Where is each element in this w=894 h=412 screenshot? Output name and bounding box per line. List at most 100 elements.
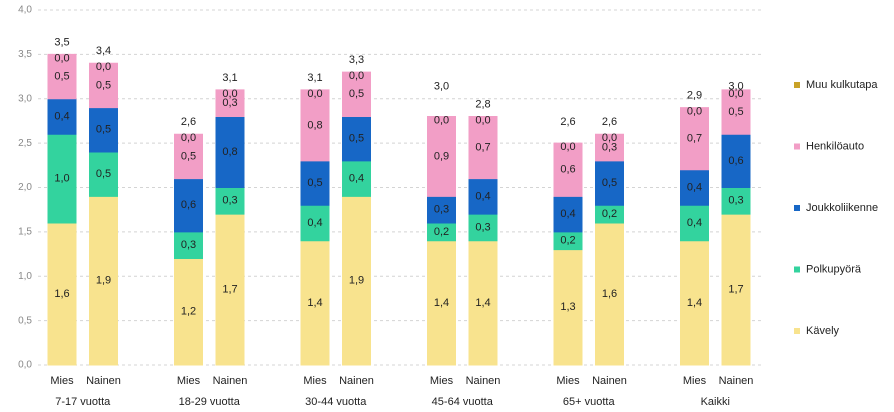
data-label: 0,3 — [475, 221, 490, 233]
data-label: 0,5 — [728, 106, 743, 118]
bar-segment — [215, 89, 245, 117]
data-label: 0,0 — [307, 88, 322, 100]
legend-swatch — [794, 205, 800, 211]
bar-segment — [553, 195, 583, 233]
bar-segment — [342, 160, 371, 197]
y-tick-label: 0,0 — [18, 360, 32, 371]
legend-label: Muu kulkutapa — [806, 79, 878, 91]
data-label: 0,5 — [307, 177, 322, 189]
y-tick-label: 3,0 — [18, 93, 32, 104]
data-label: 0,0 — [181, 132, 196, 144]
data-label: 0,0 — [687, 106, 702, 118]
data-label: 0,0 — [54, 52, 69, 64]
total-label: 2,6 — [181, 116, 196, 128]
data-label: 1,0 — [54, 173, 69, 185]
group-label: 7-17 vuotta — [55, 396, 111, 408]
x-tick-label: Mies — [683, 375, 707, 387]
group-label: 18-29 vuotta — [179, 396, 241, 408]
bar-segment — [47, 53, 77, 100]
data-label: 1,7 — [728, 283, 743, 295]
legend-swatch — [794, 82, 800, 88]
total-label: 3,0 — [728, 81, 743, 93]
total-label: 2,6 — [602, 116, 617, 128]
bar-segment — [595, 222, 624, 366]
data-label: 0,6 — [181, 199, 196, 211]
bar-segment — [174, 178, 203, 233]
bar-segment — [468, 213, 498, 242]
total-label: 2,6 — [560, 116, 575, 128]
y-tick-label: 1,5 — [18, 227, 32, 238]
data-label: 0,6 — [728, 155, 743, 167]
bar-segment — [680, 240, 709, 366]
data-label: 0,7 — [687, 133, 702, 145]
bar-segment — [89, 151, 118, 197]
bar-segment — [47, 222, 77, 366]
data-label: 0,9 — [434, 150, 449, 162]
y-tick-label: 2,5 — [18, 138, 32, 149]
y-tick-label: 3,5 — [18, 49, 32, 60]
group-label: 65+ vuotta — [563, 396, 616, 408]
data-label: 1,4 — [307, 297, 322, 309]
bar-segment — [300, 89, 330, 162]
data-label: 1,4 — [434, 297, 449, 309]
data-label: 0,2 — [434, 226, 449, 238]
data-label: 1,6 — [54, 288, 69, 300]
data-label: 0,3 — [434, 204, 449, 216]
x-tick-label: Mies — [556, 375, 580, 387]
legend-label: Kävely — [806, 325, 840, 337]
bar-segment — [468, 116, 498, 180]
x-tick-label: Mies — [50, 375, 74, 387]
legend-swatch — [794, 266, 800, 273]
data-label: 0,4 — [54, 110, 69, 122]
bar-segment — [174, 133, 203, 180]
bar-segment — [174, 231, 203, 259]
bar-segment — [89, 195, 118, 366]
data-label: 1,9 — [96, 275, 111, 287]
data-label: 0,5 — [96, 124, 111, 136]
data-label: 0,5 — [349, 88, 364, 100]
data-label: 0,3 — [728, 195, 743, 207]
x-tick-label: Mies — [430, 375, 454, 387]
bar-segment — [215, 116, 245, 188]
bar-segment — [680, 169, 709, 206]
data-label: 0,4 — [687, 181, 702, 193]
bar-segment — [300, 160, 330, 206]
data-label: 1,3 — [560, 301, 575, 313]
y-tick-label: 2,0 — [18, 182, 32, 193]
x-tick-label: Nainen — [86, 375, 121, 387]
bar-segment — [721, 213, 751, 366]
data-label: 0,0 — [475, 114, 490, 126]
total-label: 3,3 — [349, 54, 364, 66]
data-label: 0,3 — [222, 97, 237, 109]
x-tick-label: Nainen — [339, 375, 374, 387]
y-tick-label: 0,5 — [18, 315, 32, 326]
data-label: 0,4 — [475, 190, 490, 202]
data-label: 0,7 — [475, 141, 490, 153]
data-label: 0,3 — [222, 195, 237, 207]
data-label: 0,5 — [181, 150, 196, 162]
x-tick-label: Nainen — [719, 375, 754, 387]
total-label: 2,8 — [475, 98, 490, 110]
data-label: 0,5 — [349, 133, 364, 145]
legend-swatch — [794, 328, 800, 334]
bar-segment — [595, 160, 624, 206]
x-tick-label: Mies — [303, 375, 327, 387]
bar-segment — [553, 249, 583, 366]
bar-segment — [553, 142, 583, 197]
total-label: 2,9 — [687, 90, 702, 102]
bar-segment — [680, 204, 709, 242]
data-label: 0,5 — [602, 177, 617, 189]
bar-segment — [300, 204, 330, 242]
group-label: Kaikki — [701, 396, 730, 408]
data-label: 0,0 — [560, 141, 575, 153]
bar-segment — [721, 89, 751, 135]
total-label: 3,1 — [222, 72, 237, 84]
data-label: 0,4 — [349, 173, 364, 185]
data-label: 0,5 — [54, 70, 69, 82]
y-tick-label: 1,0 — [18, 271, 32, 282]
x-tick-label: Mies — [177, 375, 201, 387]
bar-segment — [342, 116, 371, 162]
legend-swatch — [794, 143, 800, 150]
data-label: 0,4 — [560, 208, 575, 220]
total-label: 3,4 — [96, 45, 111, 57]
